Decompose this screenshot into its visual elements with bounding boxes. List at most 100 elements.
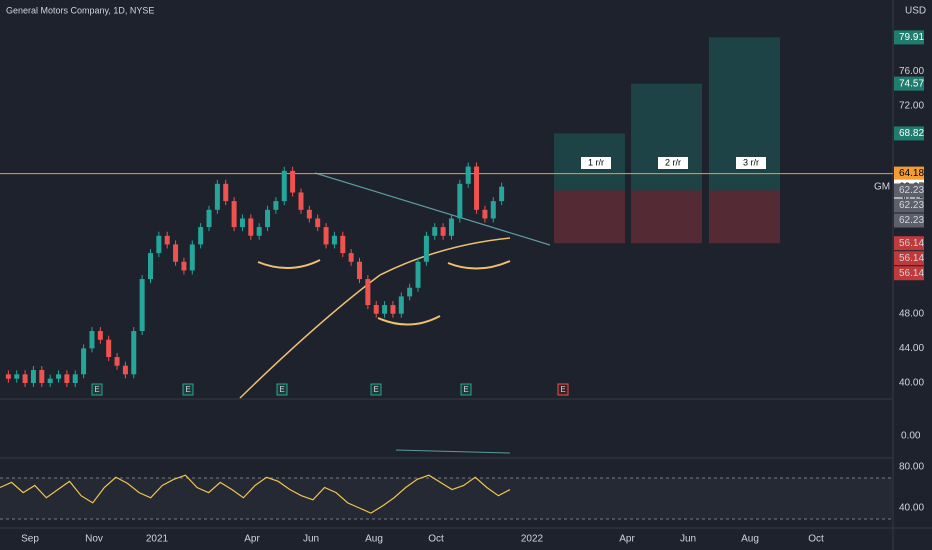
candle bbox=[56, 374, 62, 379]
candle bbox=[340, 235, 346, 254]
time-label: Jun bbox=[680, 534, 696, 545]
candle bbox=[39, 370, 45, 383]
earnings-marker bbox=[276, 383, 288, 396]
price-tag bbox=[894, 251, 924, 266]
candle bbox=[231, 201, 237, 228]
candle bbox=[181, 261, 187, 271]
candle bbox=[465, 166, 471, 184]
divergence-line bbox=[395, 449, 511, 454]
rr-label: 3 r/r bbox=[743, 157, 759, 167]
price-label: 48.00 bbox=[899, 308, 924, 319]
candle bbox=[281, 170, 287, 202]
time-label: Aug bbox=[365, 534, 383, 545]
candle bbox=[348, 253, 354, 262]
moving-average bbox=[239, 237, 511, 399]
candle bbox=[189, 244, 195, 271]
price-tag bbox=[894, 183, 924, 198]
target-zone bbox=[631, 83, 702, 191]
candle bbox=[440, 227, 446, 236]
price-tag bbox=[894, 198, 924, 213]
earnings-label: E bbox=[463, 385, 468, 394]
candle bbox=[122, 365, 128, 375]
candle bbox=[474, 166, 480, 210]
candle bbox=[97, 331, 103, 340]
macd-label: 0.00 bbox=[901, 431, 921, 442]
price-label: 68.82 bbox=[899, 128, 924, 139]
candle bbox=[357, 261, 363, 280]
shoulder-arc bbox=[447, 260, 511, 270]
time-label: Nov bbox=[85, 534, 103, 545]
rr-box bbox=[736, 157, 766, 169]
candle bbox=[382, 305, 388, 314]
candle bbox=[22, 374, 28, 383]
candle bbox=[139, 279, 145, 332]
rsi-label: 80.00 bbox=[899, 462, 924, 473]
candle bbox=[315, 218, 321, 228]
time-label: Jun bbox=[303, 534, 319, 545]
countdown: 30:19 bbox=[899, 192, 924, 203]
rr-box bbox=[581, 157, 611, 169]
price-label: 62.23 bbox=[899, 215, 924, 226]
chart-title: General Motors Company, 1D, NYSE bbox=[6, 5, 154, 15]
earnings-marker bbox=[182, 383, 194, 396]
earnings-marker bbox=[370, 383, 382, 396]
price-label: 56.14 bbox=[899, 253, 924, 264]
candle bbox=[256, 227, 262, 236]
time-label: Apr bbox=[619, 534, 635, 545]
candle bbox=[89, 331, 95, 349]
candle bbox=[173, 244, 179, 262]
earnings-label: E bbox=[373, 385, 378, 394]
price-tag bbox=[894, 126, 924, 141]
price-label: 72.00 bbox=[899, 101, 924, 112]
candle bbox=[306, 209, 312, 219]
time-label: Oct bbox=[808, 534, 824, 545]
candle bbox=[415, 261, 421, 288]
time-label: Oct bbox=[428, 534, 444, 545]
candle bbox=[81, 348, 87, 375]
candle bbox=[398, 296, 404, 314]
price-label: 74.57 bbox=[899, 78, 924, 89]
price-tag bbox=[894, 266, 924, 281]
candle bbox=[131, 331, 137, 375]
candle bbox=[448, 218, 454, 236]
price-tag bbox=[894, 76, 924, 91]
candle bbox=[265, 209, 271, 228]
candle bbox=[5, 374, 11, 379]
candle bbox=[482, 209, 488, 219]
candle bbox=[390, 305, 396, 314]
candle bbox=[147, 253, 153, 280]
candle bbox=[206, 209, 212, 228]
candle bbox=[331, 235, 337, 245]
candle bbox=[114, 357, 120, 366]
head-arc bbox=[377, 315, 441, 326]
earnings-marker bbox=[91, 383, 103, 396]
candle bbox=[248, 218, 254, 236]
rr-label: 1 r/r bbox=[588, 157, 604, 167]
candle bbox=[499, 186, 505, 202]
candle bbox=[30, 370, 36, 383]
price-label: 76.00 bbox=[899, 66, 924, 77]
price-tag bbox=[894, 166, 924, 181]
time-label: Apr bbox=[244, 534, 260, 545]
earnings-marker bbox=[460, 383, 472, 396]
price-label: 40.00 bbox=[899, 378, 924, 389]
currency: USD bbox=[905, 6, 926, 17]
candle bbox=[239, 218, 245, 228]
rsi-band bbox=[0, 478, 893, 519]
candle bbox=[156, 235, 162, 254]
candle bbox=[365, 279, 371, 306]
time-label: Sep bbox=[21, 534, 39, 545]
rr-label: 2 r/r bbox=[665, 157, 681, 167]
candle bbox=[47, 378, 53, 383]
price-tag bbox=[894, 236, 924, 251]
candle bbox=[198, 227, 204, 245]
rr-box bbox=[658, 157, 688, 169]
candle bbox=[432, 227, 438, 236]
earnings-label: E bbox=[185, 385, 190, 394]
candle bbox=[14, 374, 20, 379]
candle bbox=[490, 201, 496, 219]
trendline bbox=[314, 172, 551, 246]
rsi-line bbox=[0, 474, 511, 514]
